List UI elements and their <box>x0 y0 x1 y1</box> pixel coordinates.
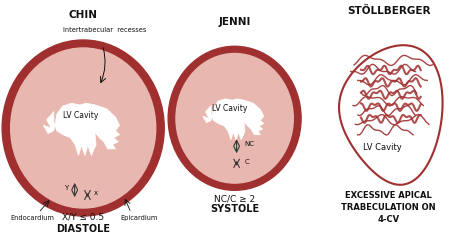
Ellipse shape <box>168 46 301 190</box>
Text: C: C <box>245 159 249 165</box>
Ellipse shape <box>176 53 293 183</box>
Text: LV Cavity: LV Cavity <box>212 104 247 113</box>
Text: LV Cavity: LV Cavity <box>64 111 99 120</box>
Text: JENNI: JENNI <box>219 17 251 27</box>
Text: Y: Y <box>64 185 68 191</box>
Polygon shape <box>43 103 119 156</box>
Text: SYSTOLE: SYSTOLE <box>210 204 259 214</box>
Text: Intertrabecular  recesses: Intertrabecular recesses <box>63 27 146 33</box>
Text: Epicardium: Epicardium <box>120 215 157 221</box>
Text: X/Y ≤ 0.5: X/Y ≤ 0.5 <box>62 213 104 222</box>
Text: 4-CV: 4-CV <box>378 215 400 224</box>
Text: Endocardium: Endocardium <box>10 215 54 221</box>
Text: LV Cavity: LV Cavity <box>363 143 401 152</box>
Ellipse shape <box>10 48 155 208</box>
Ellipse shape <box>2 40 164 216</box>
Text: CHIN: CHIN <box>69 10 98 20</box>
Text: STÖLLBERGER: STÖLLBERGER <box>347 6 430 16</box>
Polygon shape <box>203 99 264 140</box>
Text: TRABECULATION ON: TRABECULATION ON <box>341 203 436 212</box>
Polygon shape <box>339 45 443 185</box>
Text: x: x <box>94 190 98 196</box>
Text: EXCESSIVE APICAL: EXCESSIVE APICAL <box>345 191 432 200</box>
Text: NC: NC <box>245 141 255 147</box>
Text: NC/C ≥ 2: NC/C ≥ 2 <box>214 194 255 203</box>
Text: DIASTOLE: DIASTOLE <box>56 224 110 234</box>
